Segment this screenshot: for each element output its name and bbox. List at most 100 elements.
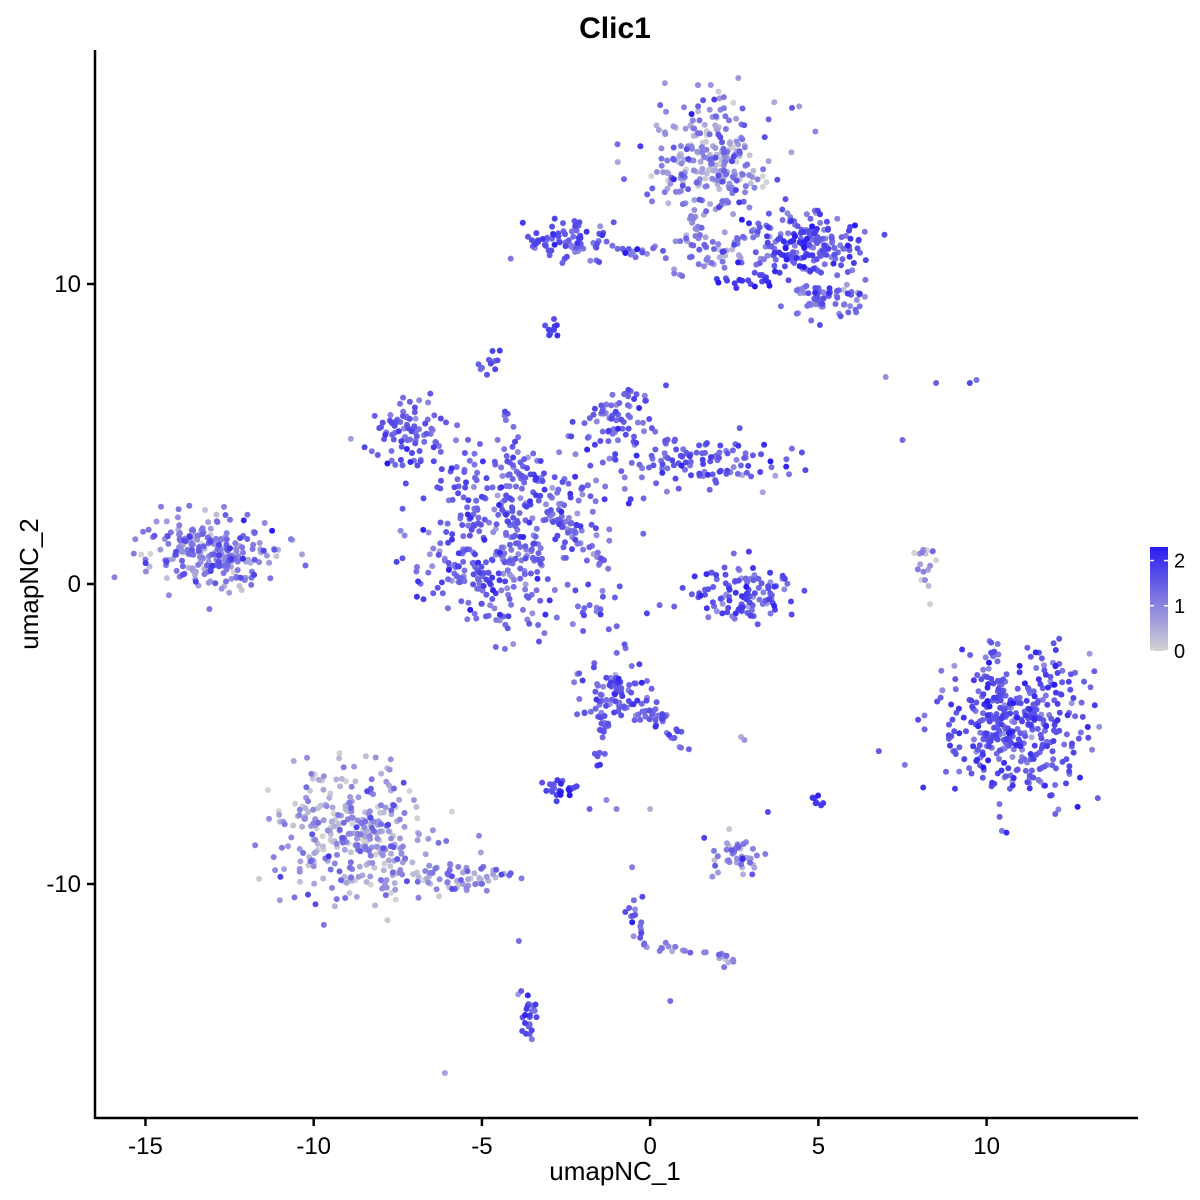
data-point (145, 526, 152, 533)
data-point (420, 526, 427, 533)
data-point (628, 459, 635, 466)
data-point (740, 198, 747, 205)
data-point (344, 816, 351, 823)
data-point (994, 641, 1001, 647)
data-point (290, 758, 297, 764)
data-point (448, 808, 455, 815)
data-point (526, 1012, 533, 1019)
data-point (914, 566, 921, 573)
data-point (445, 576, 452, 583)
data-point (518, 485, 525, 492)
data-point (239, 544, 246, 551)
data-point (1059, 679, 1066, 686)
data-point (508, 601, 515, 608)
data-point (499, 506, 506, 513)
data-point (378, 802, 384, 809)
data-point (472, 551, 478, 558)
data-point (696, 196, 703, 203)
data-point (355, 794, 362, 801)
data-point (852, 222, 858, 229)
data-point (564, 581, 571, 588)
data-point (657, 102, 664, 109)
data-point (444, 870, 451, 877)
data-point (619, 693, 626, 700)
data-point (757, 469, 764, 475)
data-point (272, 867, 279, 874)
data-point (385, 857, 392, 864)
data-point (288, 834, 295, 841)
data-point (629, 919, 636, 926)
data-point (1061, 741, 1068, 748)
data-point (614, 159, 621, 166)
data-point (1045, 684, 1051, 691)
data-point (199, 554, 206, 561)
data-point (430, 458, 437, 465)
data-point (945, 732, 952, 739)
data-point (853, 297, 860, 303)
data-point (698, 224, 705, 231)
data-point (655, 127, 662, 133)
data-point (584, 446, 591, 453)
data-point (973, 699, 980, 706)
data-point (361, 832, 368, 839)
data-point (952, 676, 959, 683)
data-point (412, 415, 419, 422)
data-point (1024, 684, 1031, 691)
data-point (457, 877, 464, 883)
data-point (389, 869, 396, 876)
data-point (807, 267, 814, 274)
data-point (549, 484, 556, 491)
data-point (567, 490, 574, 497)
data-point (579, 491, 586, 498)
data-point (1017, 700, 1024, 707)
data-point (683, 146, 690, 153)
data-point (569, 621, 576, 628)
data-point (462, 484, 469, 491)
data-point (431, 412, 438, 419)
data-point (988, 649, 995, 656)
data-point (176, 544, 183, 551)
data-point (643, 697, 650, 704)
data-point (732, 187, 739, 193)
data-point (672, 238, 679, 245)
data-point (792, 233, 798, 240)
data-point (703, 256, 710, 263)
data-point (370, 818, 377, 825)
data-point (599, 459, 606, 466)
data-point (998, 767, 1005, 774)
data-point (444, 605, 451, 612)
data-point (730, 550, 737, 557)
data-point (597, 555, 604, 562)
data-point (454, 422, 461, 429)
data-point (754, 621, 761, 628)
data-point (552, 536, 559, 543)
data-point (251, 556, 258, 563)
data-point (607, 679, 614, 686)
data-point (738, 216, 745, 223)
data-point (771, 262, 778, 269)
data-point (501, 497, 508, 504)
data-point (1079, 713, 1086, 720)
data-point (737, 254, 744, 261)
data-point (1014, 714, 1021, 721)
data-point (861, 293, 868, 300)
data-point (1044, 701, 1051, 708)
data-point (447, 861, 454, 867)
data-point (826, 285, 833, 292)
data-point (138, 551, 145, 558)
data-point (966, 765, 973, 772)
data-point (812, 800, 819, 807)
data-point (556, 521, 563, 528)
data-point (509, 443, 516, 450)
data-point (682, 459, 689, 466)
data-point (701, 154, 707, 160)
data-point (494, 436, 501, 443)
data-point (1089, 746, 1096, 753)
data-point (726, 117, 732, 124)
data-point (671, 438, 678, 445)
data-point (632, 906, 638, 913)
data-point (783, 456, 790, 463)
data-point (478, 493, 485, 500)
data-point (659, 711, 666, 718)
data-point (1021, 756, 1028, 763)
